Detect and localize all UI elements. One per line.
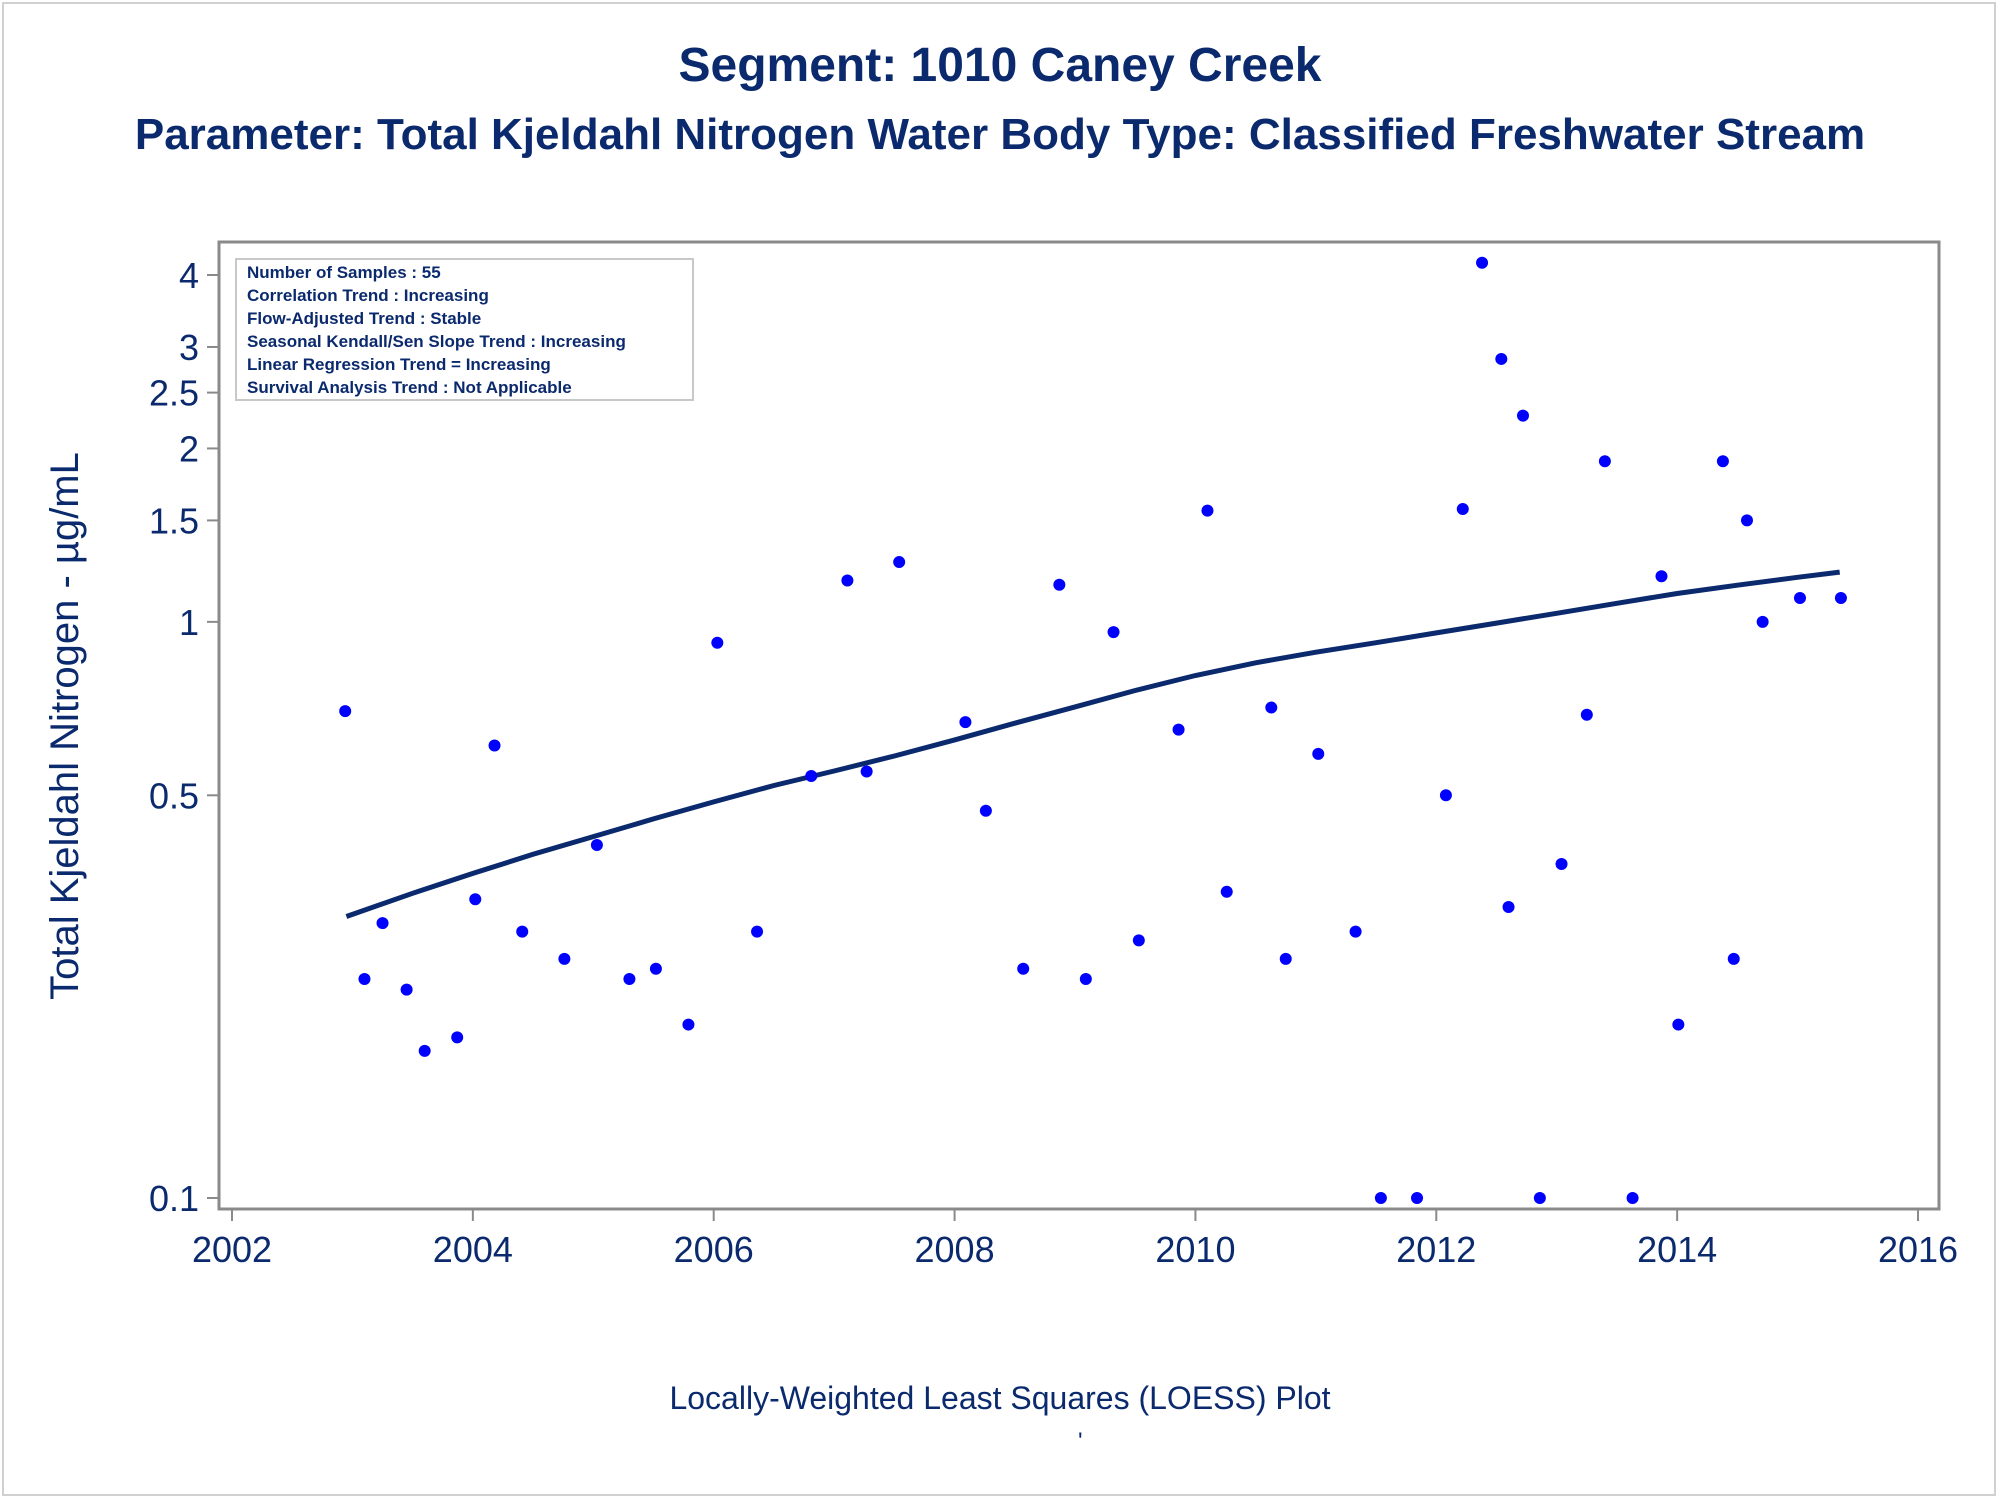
data-point [682, 1018, 695, 1031]
data-point [1756, 615, 1769, 628]
data-point [1555, 857, 1568, 870]
x-tick-label: 2006 [674, 1229, 754, 1270]
footer-label: Locally-Weighted Least Squares (LOESS) P… [669, 1380, 1331, 1416]
data-point [711, 636, 724, 649]
data-point [841, 574, 854, 587]
data-point [1476, 256, 1489, 269]
data-point [1079, 972, 1092, 985]
data-point [623, 972, 636, 985]
info-box: Number of Samples : 55 Correlation Trend… [235, 258, 694, 401]
data-point [1053, 578, 1066, 591]
data-point [1598, 455, 1611, 468]
data-point [1279, 952, 1292, 965]
chart-title: Segment: 1010 Caney Creek [678, 39, 1322, 92]
info-box-border [235, 258, 694, 401]
data-point [1495, 352, 1508, 365]
data-point [1626, 1192, 1639, 1204]
data-point [1793, 592, 1806, 605]
data-point [1672, 1018, 1685, 1031]
data-point [1439, 789, 1452, 802]
y-axis-label: Total Kjeldahl Nitrogen - µg/mL [43, 452, 87, 1000]
info-line-samples: Number of Samples : 55 [247, 263, 441, 282]
x-tick-label: 2008 [915, 1229, 995, 1270]
y-tick-label: 0.5 [149, 775, 199, 816]
data-point [1349, 925, 1362, 938]
data-point [1107, 626, 1120, 639]
data-points [339, 256, 1847, 1204]
data-point [1716, 455, 1729, 468]
y-tick-label: 2 [179, 428, 199, 469]
data-point [590, 838, 603, 851]
info-line-seasonal-kendall: Seasonal Kendall/Sen Slope Trend : Incre… [247, 332, 626, 351]
x-tick-label: 2012 [1396, 1229, 1476, 1270]
x-tick-label: 2004 [433, 1229, 513, 1270]
data-point [1834, 592, 1847, 605]
x-tick-label: 2002 [192, 1229, 272, 1270]
info-line-survival-analysis: Survival Analysis Trend : Not Applicable [247, 378, 572, 397]
x-tick-label: 2010 [1155, 1229, 1235, 1270]
data-point [1201, 504, 1214, 517]
x-tick-label: 2016 [1878, 1229, 1958, 1270]
data-point [1502, 900, 1515, 913]
data-point [1312, 747, 1325, 760]
data-point [339, 705, 352, 718]
data-point [469, 893, 482, 906]
data-point [1580, 708, 1593, 721]
data-point [1740, 514, 1753, 527]
info-line-linear-regression: Linear Regression Trend = Increasing [247, 355, 551, 374]
y-tick-label: 4 [179, 255, 199, 296]
y-tick-label: 1.5 [149, 500, 199, 541]
data-point [959, 716, 972, 729]
data-point [451, 1031, 464, 1044]
info-line-correlation: Correlation Trend : Increasing [247, 286, 489, 305]
data-point [1374, 1192, 1387, 1204]
data-point [1411, 1192, 1424, 1204]
x-axis: 2002 2004 2006 2008 2010 2012 2014 2016 [192, 1209, 1958, 1270]
data-point [558, 952, 571, 965]
x-tick-label: 2014 [1637, 1229, 1717, 1270]
y-tick-label: 0.1 [149, 1178, 199, 1219]
data-point [418, 1044, 431, 1057]
data-point [1727, 952, 1740, 965]
data-point [751, 925, 764, 938]
data-point [376, 917, 389, 930]
data-point [1456, 503, 1469, 516]
data-point [893, 556, 906, 569]
data-point [979, 804, 992, 817]
data-point [649, 962, 662, 975]
data-point [805, 770, 818, 783]
data-point [1132, 934, 1145, 947]
data-point [1017, 962, 1030, 975]
data-point [1265, 701, 1278, 714]
y-tick-label: 1 [179, 602, 199, 643]
y-tick-label: 2.5 [149, 373, 199, 414]
plot-frame [217, 240, 1941, 1211]
data-point [860, 765, 873, 778]
data-point [488, 739, 501, 752]
data-point [1220, 885, 1233, 898]
data-point [400, 983, 413, 996]
data-point [516, 925, 529, 938]
loess-trend-line [345, 569, 1841, 919]
chart-subtitle: Parameter: Total Kjeldahl Nitrogen Water… [134, 110, 1866, 159]
data-point [1655, 570, 1668, 583]
info-line-flow-adjusted: Flow-Adjusted Trend : Stable [247, 309, 481, 328]
data-point [1533, 1192, 1546, 1204]
y-axis: 0.1 0.5 1 1.5 2 2.5 3 4 [149, 255, 219, 1219]
data-point [358, 972, 371, 985]
data-point [1172, 723, 1185, 736]
footer-mark: ' [1078, 1428, 1083, 1455]
data-point [1516, 409, 1529, 422]
y-tick-label: 3 [179, 327, 199, 368]
